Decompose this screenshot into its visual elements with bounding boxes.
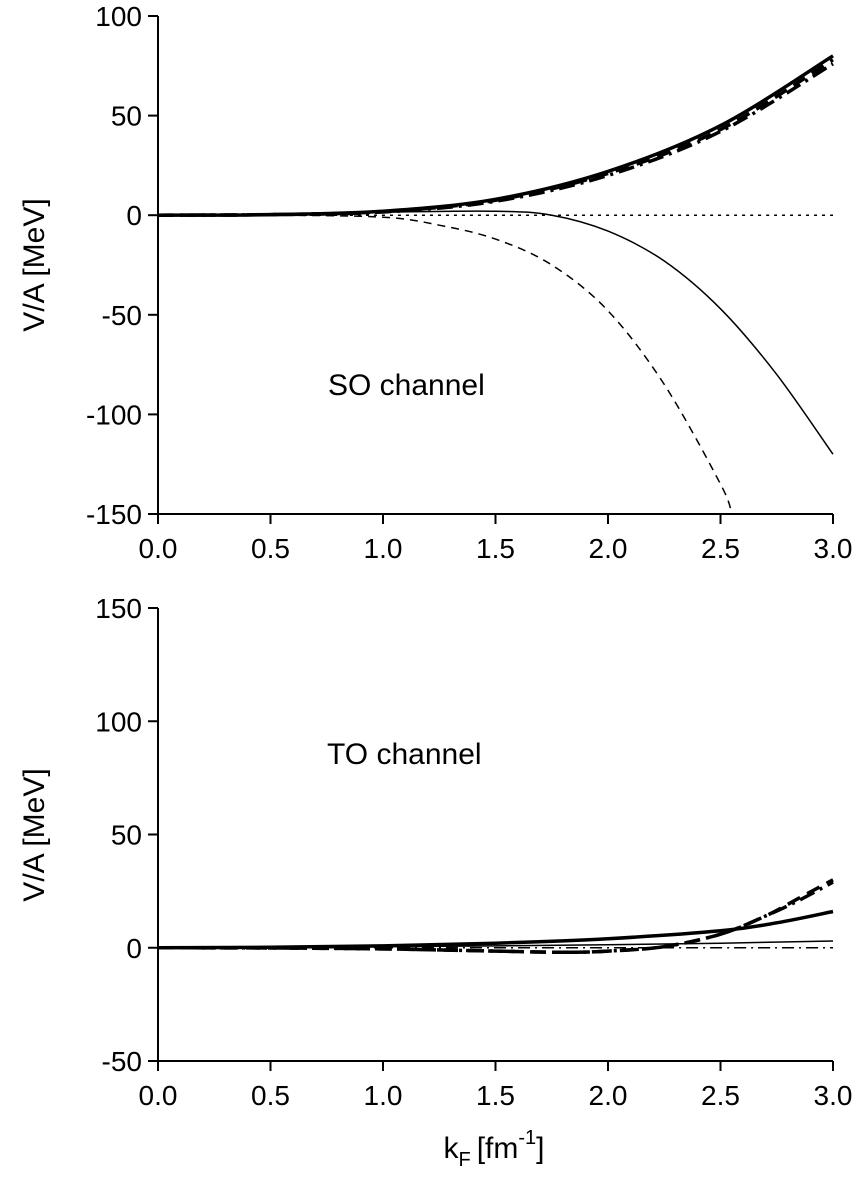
to-annotation: TO channel — [327, 738, 482, 771]
to-y-axis-title: V/A [MeV] — [18, 768, 51, 901]
x-tick-label: 2.0 — [589, 1080, 628, 1111]
series-line-thin-dashed-4 — [157, 214, 733, 515]
series-line-thin-solid-3 — [157, 210, 834, 455]
x-tick-label: 0.5 — [251, 533, 290, 564]
x-axis-title-unit: [fm — [477, 1132, 519, 1165]
to-channel-panel: 0.0 0.5 1.0 1.5 2.0 2.5 3.0 150 100 50 0 -50 TO cha… — [18, 593, 852, 1171]
series-line-thick-dashdot-2 — [157, 62, 834, 217]
x-axis-title-main: k — [443, 1132, 459, 1165]
x-tick-label: 2.0 — [589, 533, 628, 564]
x-tick-label: 1.0 — [364, 533, 403, 564]
y-tick-label: -50 — [102, 300, 142, 331]
x-tick-label: 1.5 — [476, 533, 515, 564]
series-line-thick-solid-0 — [157, 54, 834, 217]
so-annotation: SO channel — [328, 369, 485, 402]
x-tick-label: 0.0 — [139, 533, 178, 564]
y-tick-label: -100 — [86, 399, 142, 430]
to-ticks: 0.0 0.5 1.0 1.5 2.0 2.5 3.0 150 100 50 0 -50 — [95, 593, 852, 1111]
to-series-group — [157, 878, 834, 955]
y-tick-label: 0 — [126, 933, 142, 964]
x-axis-title-close: ] — [536, 1132, 544, 1165]
x-tick-label: 3.0 — [814, 533, 853, 564]
x-tick-label: 2.5 — [701, 1080, 740, 1111]
y-tick-label: 0 — [126, 200, 142, 231]
x-tick-label: 2.5 — [701, 533, 740, 564]
y-tick-label: 100 — [95, 706, 142, 737]
x-axis-title-sub: F — [458, 1149, 470, 1171]
y-tick-label: 150 — [95, 593, 142, 624]
y-tick-label: -150 — [86, 499, 142, 530]
x-axis-title: kF [fm-1] — [443, 1127, 544, 1171]
y-tick-label: 50 — [111, 820, 142, 851]
so-y-axis-title: V/A [MeV] — [18, 198, 51, 331]
series-line-thick-dashed-1 — [157, 878, 834, 955]
x-axis-title-sup: -1 — [518, 1127, 536, 1149]
so-channel-panel: 0.0 0.5 1.0 1.5 2.0 2.5 3.0 100 50 0 -50 -100 -150 S… — [18, 1, 852, 564]
x-tick-label: 0.5 — [251, 1080, 290, 1111]
x-tick-label: 0.0 — [139, 1080, 178, 1111]
y-tick-label: 50 — [111, 101, 142, 132]
x-tick-label: 3.0 — [814, 1080, 853, 1111]
series-line-thick-dashdot-2 — [157, 880, 834, 955]
x-tick-label: 1.5 — [476, 1080, 515, 1111]
so-ticks: 0.0 0.5 1.0 1.5 2.0 2.5 3.0 100 50 0 -50 -100 -150 — [86, 1, 853, 564]
series-line-thick-dashed-1 — [157, 58, 834, 217]
x-tick-label: 1.0 — [364, 1080, 403, 1111]
so-series-group — [157, 54, 834, 515]
y-tick-label: 100 — [95, 1, 142, 32]
series-line-thin-solid-3 — [157, 940, 834, 949]
y-tick-label: -50 — [102, 1046, 142, 1077]
